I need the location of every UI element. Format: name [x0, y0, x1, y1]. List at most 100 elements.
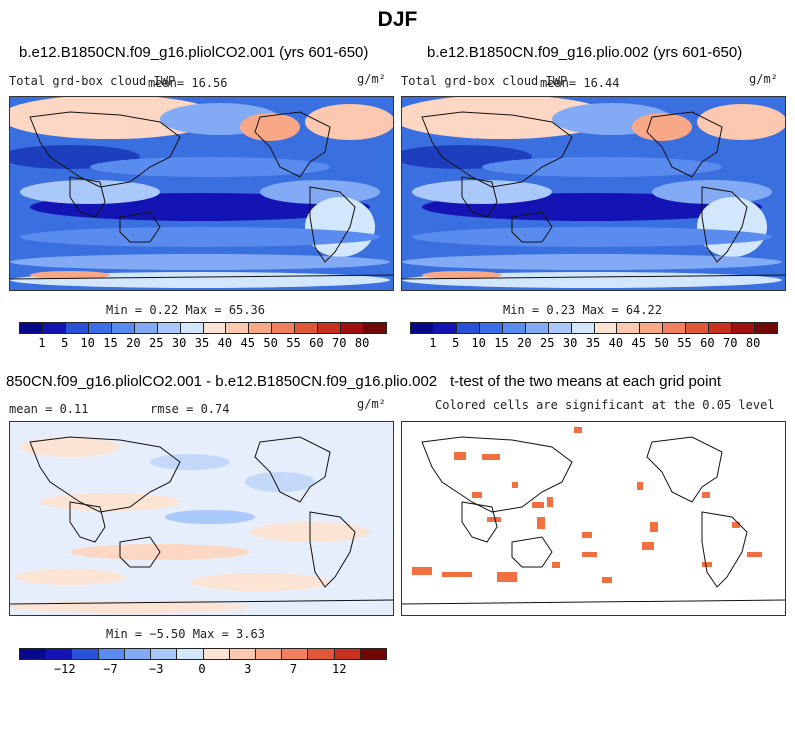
colorbar-swatch: [157, 323, 181, 333]
colorbar-tick-label: 35: [585, 336, 601, 350]
panel3-units: g/m²: [357, 397, 386, 411]
colorbar-swatch: [548, 323, 572, 333]
colorbar-swatch: [20, 323, 43, 333]
colorbar-tick-label: 55: [677, 336, 692, 350]
colorbar-swatch: [98, 649, 125, 659]
panel3-colorbar: [19, 648, 387, 660]
panel3-rmse: rmse = 0.74: [150, 402, 230, 416]
colorbar-swatch: [686, 323, 710, 333]
colorbar-tick-label: −3: [149, 662, 164, 676]
colorbar-swatch: [617, 323, 641, 333]
colorbar-tick-label: 30: [171, 336, 187, 350]
colorbar-tick-label: 25: [149, 336, 164, 350]
colorbar-swatch: [456, 323, 480, 333]
panel2-colorbar: [410, 322, 778, 334]
colorbar-tick-label: 25: [540, 336, 555, 350]
panel4-title: t-test of the two means at each grid poi…: [450, 373, 721, 390]
panel3-mean: mean = 0.11: [9, 402, 89, 416]
colorbar-swatch: [571, 323, 595, 333]
colorbar-swatch: [341, 323, 365, 333]
colorbar-swatch: [308, 649, 335, 659]
colorbar-tick-label: 1: [38, 336, 46, 350]
panel1-minmax: Min = 0.22 Max = 65.36: [106, 303, 265, 317]
colorbar-tick-label: 15: [103, 336, 118, 350]
colorbar-tick-label: 3: [244, 662, 252, 676]
colorbar-tick-label: 45: [240, 336, 255, 350]
panel3-minmax: Min = −5.50 Max = 3.63: [106, 627, 265, 641]
colorbar-swatch: [151, 649, 178, 659]
colorbar-swatch: [479, 323, 503, 333]
panel4-map-svg: [402, 422, 785, 615]
colorbar-tick-label: 60: [700, 336, 715, 350]
colorbar-swatch: [42, 323, 66, 333]
colorbar-tick-label: 55: [286, 336, 301, 350]
colorbar-tick-label: 45: [631, 336, 646, 350]
colorbar-swatch: [203, 649, 230, 659]
panel3-map: [9, 421, 394, 616]
colorbar-tick-label: 40: [217, 336, 233, 350]
colorbar-swatch: [640, 323, 664, 333]
colorbar-tick-label: 70: [332, 336, 347, 350]
colorbar-tick-label: 12: [332, 662, 347, 676]
colorbar-swatch: [272, 323, 296, 333]
panel4-map: [401, 421, 786, 616]
colorbar-tick-label: 30: [562, 336, 578, 350]
panel2-title: b.e12.B1850CN.f09_g16.plio.002 (yrs 601-…: [427, 44, 743, 61]
panel2-mean: mean= 16.44: [540, 76, 620, 90]
figure-title: DJF: [377, 8, 418, 31]
colorbar-tick-label: 80: [745, 336, 761, 350]
colorbar-tick-label: 70: [723, 336, 738, 350]
panel3-title: 850CN.f09_g16.pliolCO2.001 - b.e12.B1850…: [6, 373, 438, 390]
colorbar-swatch: [663, 323, 687, 333]
colorbar-tick-label: 60: [309, 336, 324, 350]
colorbar-tick-label: 20: [126, 336, 141, 350]
panel2-minmax: Min = 0.23 Max = 64.22: [503, 303, 662, 317]
colorbar-swatch: [364, 323, 386, 333]
colorbar-swatch: [525, 323, 549, 333]
colorbar-swatch: [295, 323, 319, 333]
colorbar-swatch: [594, 323, 618, 333]
colorbar-tick-label: 35: [194, 336, 210, 350]
colorbar-swatch: [72, 649, 99, 659]
colorbar-swatch: [65, 323, 89, 333]
colorbar-tick-label: 15: [494, 336, 509, 350]
colorbar-tick-label: 0: [198, 662, 206, 676]
panel2-variable-label: Total grd-box cloud IWP: [401, 74, 568, 88]
colorbar-tick-label: 20: [517, 336, 532, 350]
colorbar-swatch: [226, 323, 250, 333]
colorbar-swatch: [46, 649, 73, 659]
colorbar-swatch: [282, 649, 309, 659]
colorbar-swatch: [433, 323, 457, 333]
colorbar-swatch: [255, 649, 283, 659]
colorbar-tick-label: 10: [80, 336, 95, 350]
colorbar-swatch: [732, 323, 756, 333]
colorbar-swatch: [709, 323, 733, 333]
colorbar-swatch: [502, 323, 526, 333]
panel1-variable-label: Total grd-box cloud IWP: [9, 74, 176, 88]
colorbar-tick-label: 50: [654, 336, 669, 350]
colorbar-tick-label: 7: [289, 662, 298, 676]
panel1-colorbar: [19, 322, 387, 334]
colorbar-tick-label: 50: [263, 336, 278, 350]
colorbar-swatch: [334, 649, 361, 659]
colorbar-tick-label: 40: [608, 336, 624, 350]
colorbar-swatch: [177, 649, 204, 659]
colorbar-tick-label: −12: [53, 662, 76, 676]
colorbar-swatch: [318, 323, 342, 333]
colorbar-swatch: [111, 323, 135, 333]
panel1-mean: mean= 16.56: [148, 76, 228, 90]
colorbar-swatch: [20, 649, 47, 659]
panel1-map-svg: [10, 97, 393, 290]
colorbar-swatch: [360, 649, 387, 659]
colorbar-tick-label: 5: [452, 336, 460, 350]
panel3-map-svg: [10, 422, 393, 615]
colorbar-swatch: [411, 323, 434, 333]
colorbar-swatch: [88, 323, 112, 333]
colorbar-tick-label: 10: [471, 336, 486, 350]
colorbar-swatch: [229, 649, 256, 659]
colorbar-swatch: [755, 323, 777, 333]
colorbar-swatch: [249, 323, 273, 333]
panel1-title: b.e12.B1850CN.f09_g16.pliolCO2.001 (yrs …: [19, 44, 369, 61]
panel2-map: [401, 96, 786, 291]
panel1-map: [9, 96, 394, 291]
